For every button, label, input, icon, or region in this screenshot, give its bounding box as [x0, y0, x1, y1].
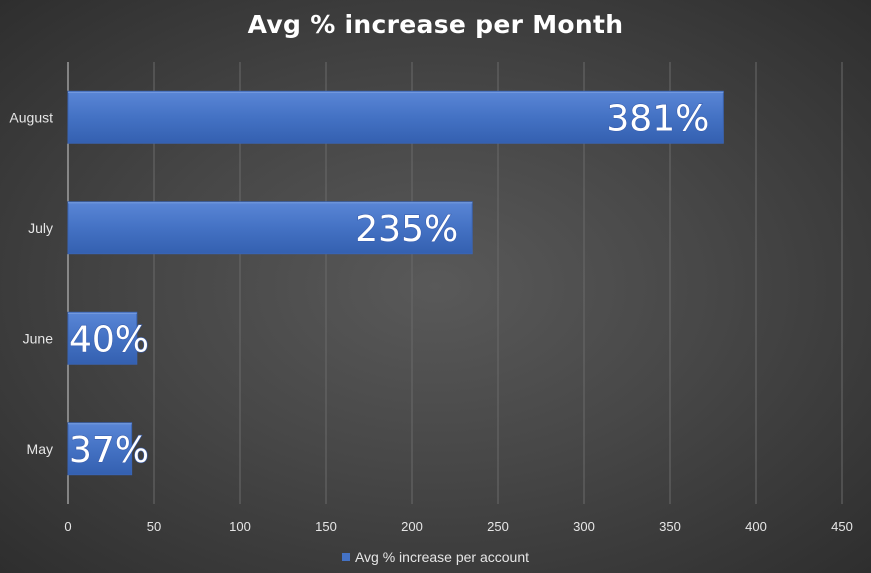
data-label: 381%	[606, 98, 709, 139]
category-label: May	[27, 441, 53, 457]
chart-title: Avg % increase per Month	[247, 10, 624, 39]
bar	[67, 201, 473, 255]
category-label: August	[9, 109, 53, 125]
data-label: 40%	[69, 319, 149, 360]
category-label: June	[23, 330, 54, 346]
legend-label: Avg % increase per account	[354, 549, 530, 565]
legend-swatch	[341, 553, 350, 561]
legend: Avg % increase per account	[0, 549, 871, 565]
x-tick-label: 50	[147, 519, 161, 534]
x-tick-label: 150	[315, 519, 337, 534]
bar	[67, 311, 138, 365]
x-tick-label: 0	[64, 519, 71, 534]
x-tick-label: 200	[401, 519, 423, 534]
x-tick-label: 100	[229, 519, 251, 534]
data-label: 235%	[355, 209, 458, 250]
x-tick-label: 450	[831, 519, 853, 534]
bar	[67, 90, 724, 144]
category-label: July	[28, 220, 53, 236]
x-tick-label: 350	[659, 519, 681, 534]
x-tick-label: 250	[487, 519, 509, 534]
data-label: 37%	[69, 430, 149, 471]
x-tick-label: 400	[745, 519, 767, 534]
x-tick-label: 300	[573, 519, 595, 534]
bar	[67, 422, 133, 476]
